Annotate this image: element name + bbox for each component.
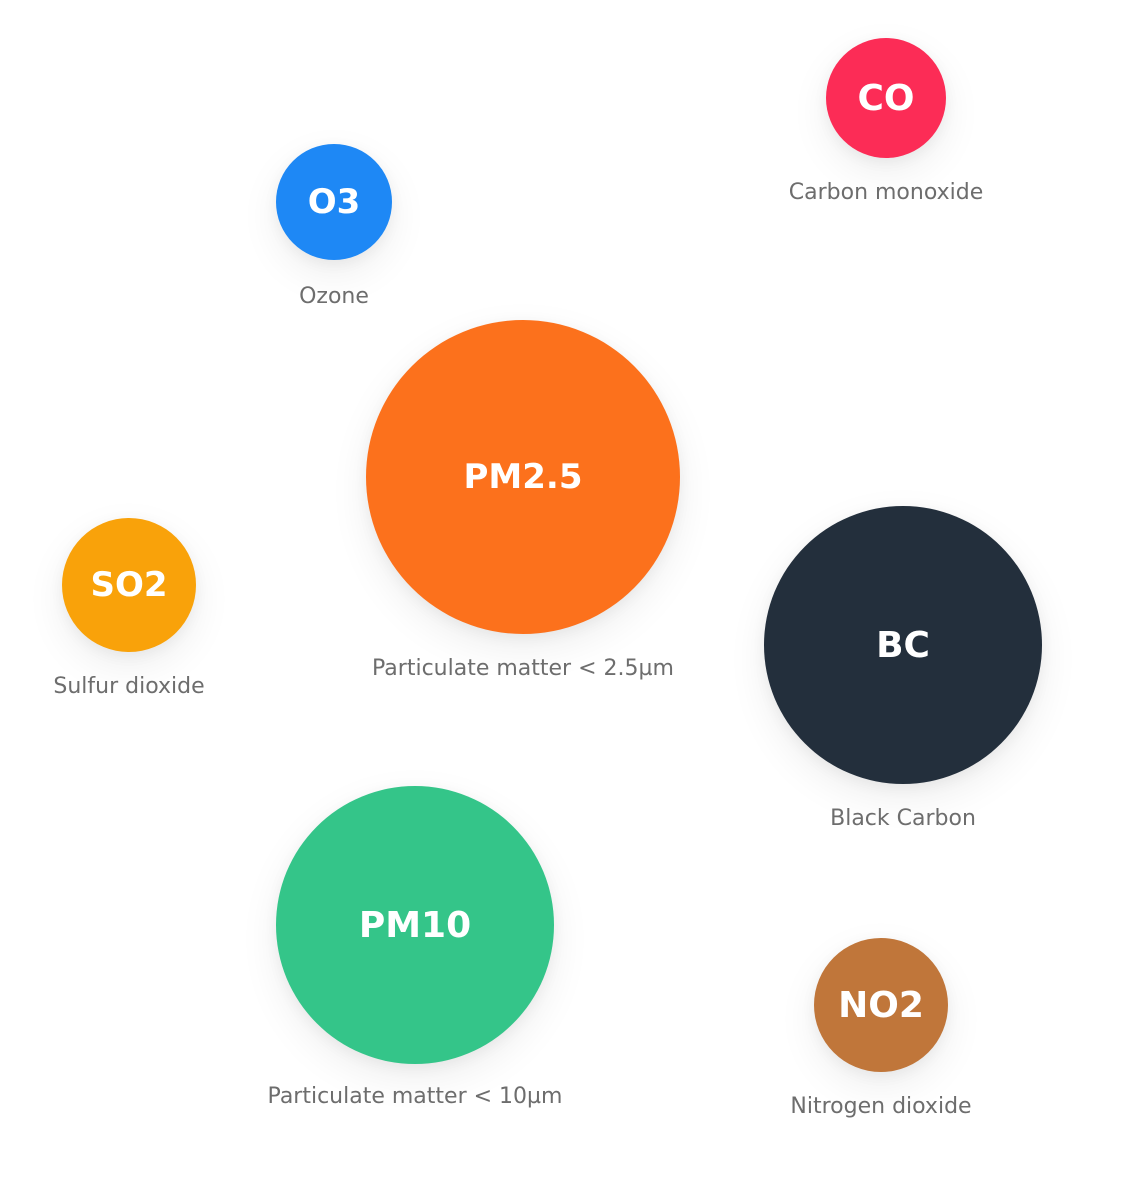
bc-label: Black Carbon — [830, 806, 976, 831]
no2-label: Nitrogen dioxide — [790, 1094, 972, 1119]
pm10-label: Particulate matter < 10µm — [267, 1084, 563, 1109]
pollutant-co: CO Carbon monoxide — [789, 38, 983, 204]
pollutant-pm10: PM10 Particulate matter < 10µm — [268, 786, 562, 1108]
o3-label: Ozone — [299, 284, 369, 309]
so2-bubble: SO2 — [62, 518, 196, 652]
pollutant-o3: O3 Ozone — [276, 144, 392, 308]
pollutant-bc: BC Black Carbon — [764, 506, 1042, 830]
co-label: Carbon monoxide — [788, 180, 984, 205]
pm25-label: Particulate matter < 2.5µm — [372, 656, 674, 681]
bc-bubble: BC — [764, 506, 1042, 784]
co-bubble: CO — [826, 38, 946, 158]
pollutant-no2: NO2 Nitrogen dioxide — [790, 938, 972, 1118]
pm10-bubble: PM10 — [276, 786, 554, 1064]
pollutant-so2: SO2 Sulfur dioxide — [53, 518, 205, 698]
pollutant-pm25: PM2.5 Particulate matter < 2.5µm — [366, 320, 680, 680]
pm25-bubble: PM2.5 — [366, 320, 680, 634]
o3-bubble: O3 — [276, 144, 392, 260]
so2-label: Sulfur dioxide — [53, 674, 205, 699]
no2-bubble: NO2 — [814, 938, 948, 1072]
